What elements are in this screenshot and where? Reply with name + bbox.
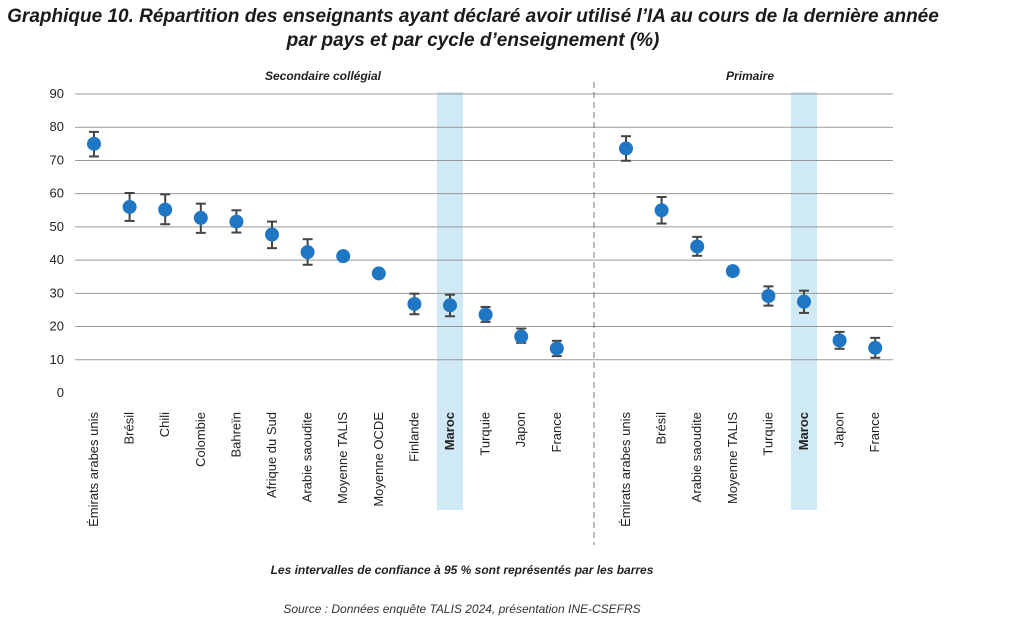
data-point xyxy=(122,199,137,214)
x-tick-label: Chili xyxy=(157,412,172,437)
confidence-interval-note: Les intervalles de confiance à 95 % sont… xyxy=(270,563,654,577)
x-tick-label: Émirats arabes unis xyxy=(86,412,101,527)
data-point xyxy=(761,288,776,303)
x-tick-label: Arabie saoudite xyxy=(689,412,704,502)
data-point xyxy=(443,298,457,313)
dot-plot-chart: 0 10 20 30 40 50 60 70 80 90 Secondaire collégial É… xyxy=(50,69,893,545)
chart-title-line1: Graphique 10. Répartition des enseignant… xyxy=(7,6,939,27)
data-point xyxy=(407,296,422,311)
y-tick-label: 70 xyxy=(50,152,64,167)
y-tick-label: 90 xyxy=(50,86,64,101)
data-point xyxy=(87,136,101,151)
x-tick-label: Maroc xyxy=(796,412,811,450)
data-point xyxy=(797,294,811,309)
data-point xyxy=(265,227,279,242)
panel-title: Secondaire collégial xyxy=(265,69,382,83)
y-tick-label: 80 xyxy=(50,119,64,134)
x-tick-label: Japon xyxy=(513,412,528,447)
data-point xyxy=(868,340,883,355)
data-point xyxy=(300,245,315,260)
x-tick-label: Arabie saoudite xyxy=(300,412,315,502)
panel-title: Primaire xyxy=(726,69,774,83)
data-point xyxy=(832,333,847,348)
x-tick-label: Turquie xyxy=(760,412,775,456)
y-tick-label: 60 xyxy=(50,186,64,201)
chart-title-line2: par pays et par cycle d’enseignement (%) xyxy=(286,30,660,51)
source-note: Source : Données enquête TALIS 2024, pré… xyxy=(283,602,641,616)
data-point xyxy=(229,214,244,229)
data-point xyxy=(478,307,493,322)
x-tick-label: Brésil xyxy=(122,412,137,445)
x-tick-label: France xyxy=(867,412,882,452)
data-point xyxy=(514,329,529,344)
data-point xyxy=(336,249,351,264)
y-tick-label: 0 xyxy=(57,385,64,400)
data-point xyxy=(549,341,564,356)
data-point xyxy=(193,210,208,225)
x-tick-label: Moyenne OCDE xyxy=(371,412,386,507)
data-point xyxy=(371,266,386,281)
x-tick-label: Finlande xyxy=(406,412,421,462)
x-tick-label: Émirats arabes unis xyxy=(618,412,633,527)
y-tick-label: 10 xyxy=(50,352,64,367)
y-tick-label: 40 xyxy=(50,252,64,267)
data-point xyxy=(725,264,740,279)
data-point xyxy=(619,141,633,156)
y-tick-label: 50 xyxy=(50,219,64,234)
x-tick-label: Turquie xyxy=(478,412,493,456)
data-point xyxy=(690,239,705,254)
y-tick-label: 30 xyxy=(50,285,64,300)
x-tick-label: Afrique du Sud xyxy=(264,412,279,498)
x-tick-label: France xyxy=(549,412,564,452)
y-tick-label: 20 xyxy=(50,319,64,334)
data-point xyxy=(654,203,669,218)
data-point xyxy=(158,202,173,217)
x-tick-label: Japon xyxy=(832,412,847,447)
x-tick-label: Colombie xyxy=(193,412,208,467)
x-tick-label: Bahreïn xyxy=(228,412,243,458)
x-tick-label: Brésil xyxy=(654,412,669,445)
x-tick-label: Maroc xyxy=(442,412,457,450)
x-tick-label: Moyenne TALIS xyxy=(335,412,350,504)
x-tick-label: Moyenne TALIS xyxy=(725,412,740,504)
